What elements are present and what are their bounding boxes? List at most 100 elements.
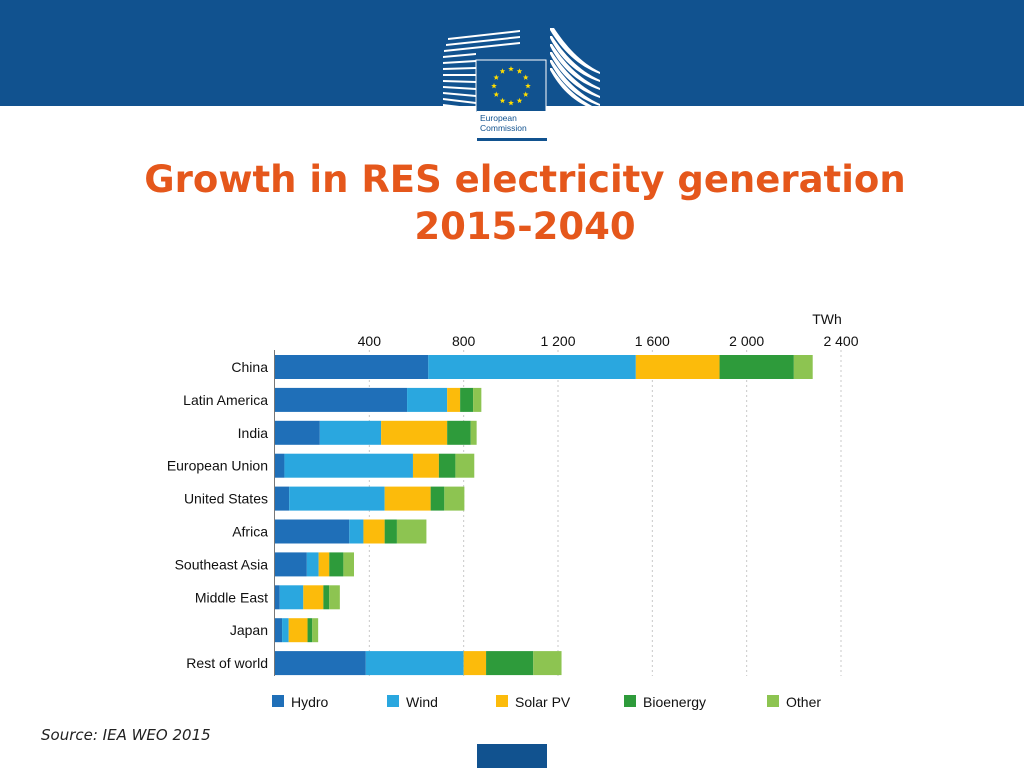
bar-segment-solar-pv xyxy=(318,552,330,577)
bar-segment-wind xyxy=(306,552,319,577)
category-label: United States xyxy=(184,491,268,507)
bar-segment-bioenergy xyxy=(486,651,534,676)
x-tick-label: 800 xyxy=(452,333,476,349)
legend-label: Hydro xyxy=(291,694,329,710)
bar-segment-wind xyxy=(407,387,448,412)
bar-segment-other xyxy=(343,552,354,577)
bar-segment-solar-pv xyxy=(384,486,431,511)
bar-segment-wind xyxy=(319,420,382,445)
legend-label: Bioenergy xyxy=(643,694,706,710)
bar-segment-solar-pv xyxy=(288,618,308,643)
bar-segment-solar-pv xyxy=(363,519,385,544)
slide-title-line1: Growth in RES electricity generation xyxy=(144,158,906,201)
eu-star xyxy=(491,83,497,89)
bar-segment-bioenergy xyxy=(384,519,397,544)
bar-segment-other xyxy=(444,486,465,511)
bar-segment-hydro xyxy=(275,552,307,577)
legend-swatch xyxy=(767,695,779,707)
bar-segment-solar-pv xyxy=(635,355,720,379)
building-lines-right xyxy=(550,28,600,108)
category-label: Rest of world xyxy=(186,655,268,671)
bar-segment-wind xyxy=(284,453,413,478)
bar-segment-solar-pv xyxy=(381,420,448,445)
bar-segment-solar-pv xyxy=(412,453,439,478)
legend-swatch xyxy=(272,695,284,707)
bar-segment-bioenergy xyxy=(719,355,794,379)
legend-label: Other xyxy=(786,694,821,710)
bar-segment-wind xyxy=(349,519,364,544)
logo-text-line2: Commission xyxy=(480,123,527,133)
bar-segment-hydro xyxy=(275,355,429,379)
category-label: Southeast Asia xyxy=(175,556,269,572)
legend-swatch xyxy=(387,695,399,707)
bar-segment-hydro xyxy=(275,618,283,643)
x-tick-label: 2 400 xyxy=(823,333,858,349)
category-label: Japan xyxy=(230,622,268,638)
chart-bars xyxy=(275,355,813,676)
bar-segment-bioenergy xyxy=(323,585,330,610)
slide-title: Growth in RES electricity generation 201… xyxy=(60,156,990,250)
category-label: Middle East xyxy=(195,589,268,605)
category-label: China xyxy=(231,359,268,375)
bar-segment-other xyxy=(473,387,482,412)
chart-gridlines xyxy=(368,350,842,676)
european-commission-logo xyxy=(443,28,600,113)
bar-segment-bioenergy xyxy=(438,453,456,478)
bar-segment-solar-pv xyxy=(447,387,461,412)
eu-star xyxy=(516,97,523,104)
bar-segment-hydro xyxy=(275,651,366,676)
eu-star xyxy=(499,68,506,74)
eu-star xyxy=(493,91,500,97)
legend-label: Solar PV xyxy=(515,694,571,710)
eu-star xyxy=(493,74,500,80)
bar-segment-wind xyxy=(289,486,385,511)
eu-star xyxy=(508,100,514,106)
eu-star xyxy=(522,74,529,80)
bar-segment-other xyxy=(470,420,477,445)
bar-segment-wind xyxy=(282,618,289,643)
bar-segment-wind xyxy=(428,355,636,379)
bar-segment-bioenergy xyxy=(447,420,471,445)
logo-text-line1: European xyxy=(480,113,517,123)
bar-segment-hydro xyxy=(275,420,320,445)
x-tick-label: 2 000 xyxy=(729,333,764,349)
x-tick-label: 1 200 xyxy=(540,333,575,349)
bar-segment-bioenergy xyxy=(460,387,474,412)
bar-segment-other xyxy=(455,453,475,478)
slide-title-line2: 2015-2040 xyxy=(414,205,636,248)
logo-caption: European Commission xyxy=(477,111,547,141)
bar-segment-hydro xyxy=(275,453,285,478)
source-note: Source: IEA WEO 2015 xyxy=(41,726,211,744)
bar-segment-hydro xyxy=(275,387,408,412)
chart-legend: Hydro Wind Solar PV Bioenergy Other xyxy=(272,694,821,710)
eu-star xyxy=(525,83,531,89)
category-label: European Union xyxy=(167,458,268,474)
bar-segment-hydro xyxy=(275,585,280,610)
bar-segment-other xyxy=(396,519,427,544)
bar-segment-bioenergy xyxy=(430,486,445,511)
bar-segment-bioenergy xyxy=(307,618,313,643)
bar-segment-wind xyxy=(365,651,464,676)
bar-segment-other xyxy=(329,585,340,610)
x-tick-label: 1 600 xyxy=(635,333,670,349)
legend-swatch xyxy=(496,695,508,707)
legend-swatch xyxy=(624,695,636,707)
footer-tab xyxy=(477,744,547,768)
eu-star xyxy=(522,91,529,97)
eu-star xyxy=(508,66,514,72)
chart-category-labels: China Latin America India European Union Uni… xyxy=(167,359,268,671)
legend-label: Wind xyxy=(406,694,438,710)
bar-segment-wind xyxy=(279,585,304,610)
chart-x-ticks: 400 800 1 200 1 600 2 000 2 400 xyxy=(358,333,859,349)
category-label: Latin America xyxy=(183,392,268,408)
bar-segment-solar-pv xyxy=(463,651,487,676)
chart-unit-label: TWh xyxy=(812,311,842,327)
category-label: India xyxy=(238,425,269,441)
eu-stars xyxy=(491,66,531,106)
eu-star xyxy=(516,68,523,74)
bar-segment-bioenergy xyxy=(329,552,344,577)
eu-star xyxy=(499,97,506,104)
bar-segment-solar-pv xyxy=(303,585,324,610)
bar-segment-hydro xyxy=(275,519,350,544)
